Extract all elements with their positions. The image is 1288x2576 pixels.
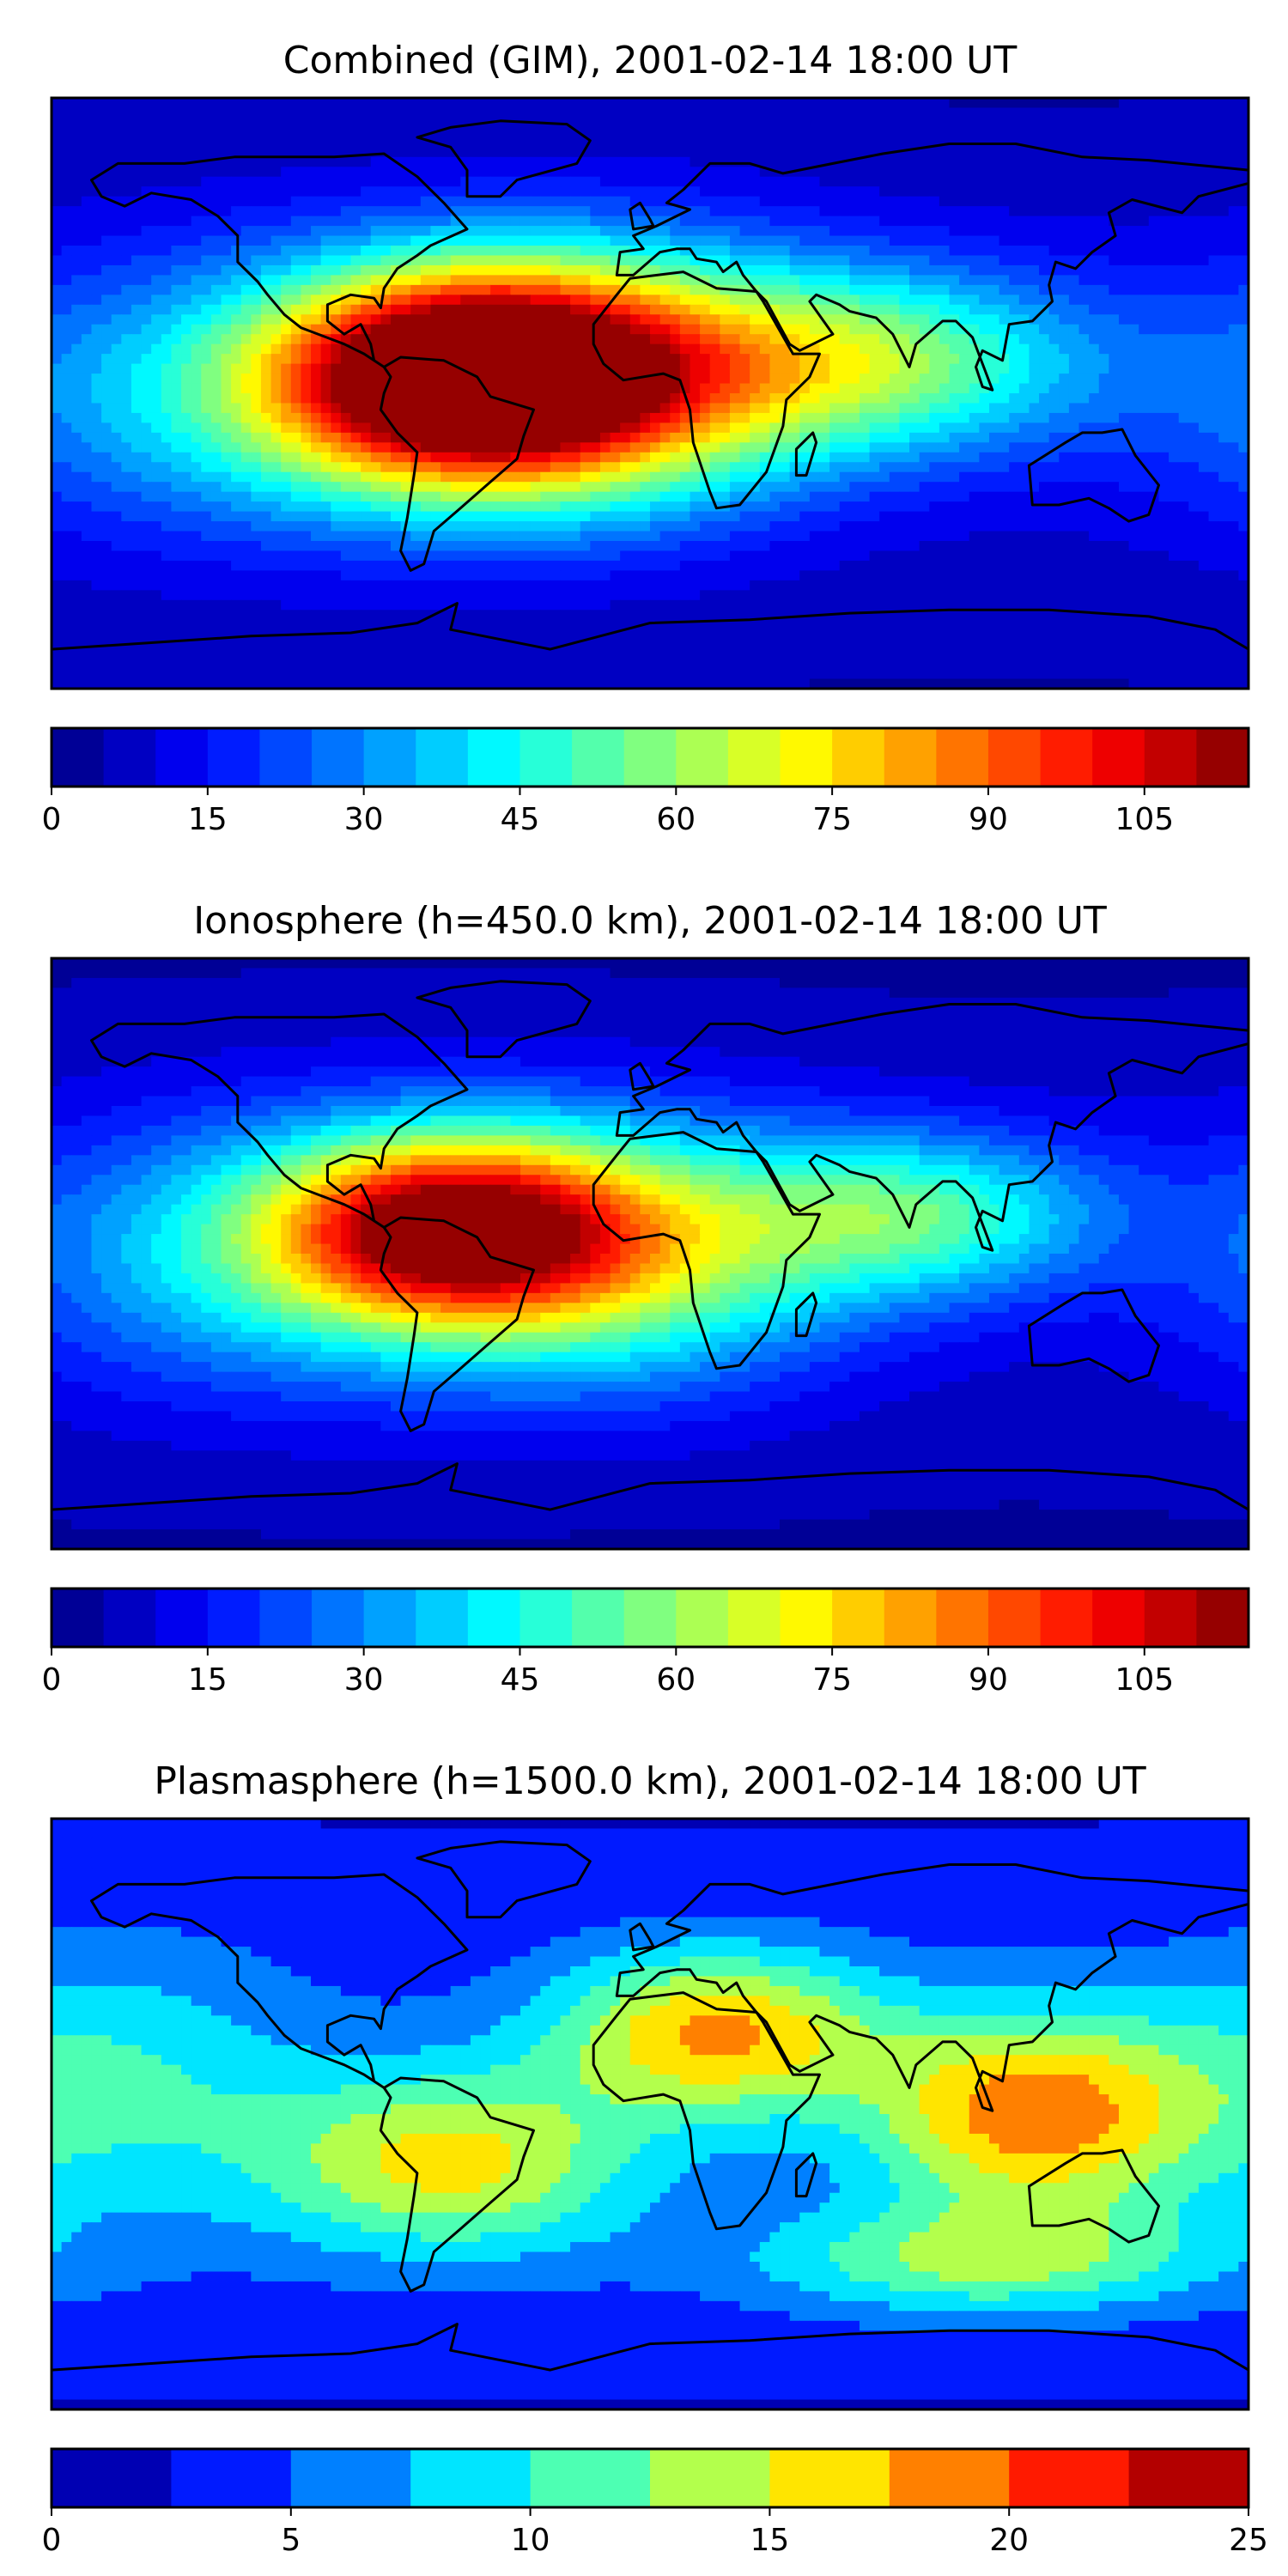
colorbar-tick-label: 25 (1229, 2523, 1268, 2558)
colorbar: 0 15 30 45 60 75 90 105 (42, 726, 1250, 837)
panel-ionosphere: Ionosphere (h=450.0 km), 2001-02-14 18:0… (42, 899, 1250, 1698)
panel-title: Ionosphere (h=450.0 km), 2001-02-14 18:0… (193, 899, 1107, 943)
map-frame (50, 96, 1250, 690)
panel-title: Combined (GIM), 2001-02-14 18:00 UT (283, 39, 1018, 82)
colorbar-tick-label: 105 (1115, 802, 1174, 837)
colorbar: 0 15 30 45 60 75 90 105 (42, 1587, 1250, 1698)
colorbar-tick-label: 45 (501, 802, 540, 837)
map-field (52, 98, 1249, 689)
panel-combined: Combined (GIM), 2001-02-14 18:00 UT 0 15 3… (42, 39, 1250, 837)
map-frame (50, 957, 1250, 1551)
map-field (52, 1819, 1249, 2409)
map-frame (50, 1817, 1250, 2411)
colorbar-tick-label: 45 (501, 1662, 540, 1698)
colorbar-tick-label: 75 (812, 802, 852, 837)
colorbar-tick-label: 90 (969, 802, 1008, 837)
colorbar-tick-label: 60 (656, 1662, 696, 1698)
colorbar-tick-label: 75 (812, 1662, 852, 1698)
coastlines (52, 1840, 1249, 2372)
panel-title: Plasmasphere (h=1500.0 km), 2001-02-14 1… (154, 1759, 1145, 1803)
colorbar-tick-label: 5 (281, 2523, 301, 2558)
colorbar-tick-label: 105 (1115, 1662, 1174, 1698)
map-field (52, 958, 1249, 1549)
colorbar-tick-label: 60 (656, 802, 696, 837)
colorbar-tick-label: 20 (989, 2523, 1029, 2558)
colorbar-tick-label: 15 (750, 2523, 789, 2558)
colorbar-tick-label: 0 (42, 2523, 62, 2558)
colorbar: 0 5 10 15 20 25 (42, 2447, 1268, 2558)
coastlines (52, 119, 1249, 651)
colorbar-tick-label: 10 (511, 2523, 550, 2558)
colorbar-tick-label: 15 (188, 1662, 228, 1698)
colorbar-tick-label: 30 (344, 1662, 384, 1698)
colorbar-tick-label: 15 (188, 802, 228, 837)
colorbar-tick-label: 90 (969, 1662, 1008, 1698)
colorbar-tick-label: 0 (42, 1662, 62, 1698)
colorbar-tick-label: 30 (344, 802, 384, 837)
colorbar-tick-label: 0 (42, 802, 62, 837)
panel-plasmasphere: Plasmasphere (h=1500.0 km), 2001-02-14 1… (42, 1759, 1268, 2558)
coastlines (52, 980, 1249, 1511)
